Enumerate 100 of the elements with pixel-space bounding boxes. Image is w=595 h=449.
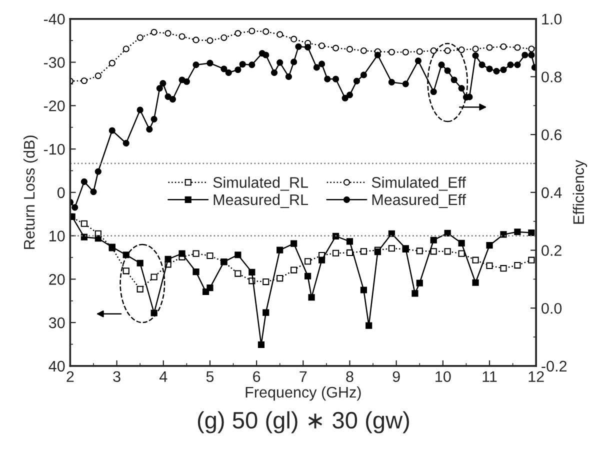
point bbox=[416, 48, 423, 55]
x-tick-label: 8 bbox=[346, 371, 354, 382]
point bbox=[478, 62, 486, 68]
point bbox=[122, 46, 130, 52]
point bbox=[248, 28, 256, 34]
legend-label: Measured_Eff bbox=[372, 194, 466, 208]
point bbox=[472, 256, 479, 264]
point bbox=[262, 52, 270, 58]
point bbox=[500, 43, 507, 50]
y2-tick-label: 0.0 bbox=[542, 302, 562, 314]
y-tick-label: 10 bbox=[50, 230, 65, 242]
point bbox=[416, 248, 423, 254]
point bbox=[486, 242, 493, 249]
point bbox=[136, 106, 144, 114]
point bbox=[353, 78, 360, 84]
point bbox=[318, 256, 326, 264]
point bbox=[360, 248, 368, 255]
y-tick-label: -40 bbox=[44, 14, 65, 25]
point bbox=[276, 246, 284, 254]
point bbox=[108, 60, 116, 66]
point bbox=[531, 64, 536, 71]
point bbox=[522, 52, 528, 58]
point bbox=[346, 46, 354, 53]
y-tick-label: 20 bbox=[49, 274, 65, 285]
point bbox=[276, 59, 284, 66]
point bbox=[94, 72, 102, 80]
point bbox=[374, 52, 381, 58]
point bbox=[122, 140, 130, 147]
point bbox=[234, 66, 242, 74]
x-tick-label: 10 bbox=[436, 371, 451, 382]
point bbox=[528, 52, 535, 58]
point bbox=[150, 116, 158, 123]
y-tick-label: -10 bbox=[44, 144, 65, 155]
point bbox=[270, 69, 278, 76]
point bbox=[262, 309, 270, 316]
y-tick-label: 40 bbox=[48, 360, 65, 372]
point bbox=[156, 84, 163, 92]
point bbox=[458, 84, 465, 92]
y-tick-label: 30 bbox=[48, 317, 65, 328]
point bbox=[514, 262, 521, 269]
point bbox=[388, 245, 395, 252]
point bbox=[94, 168, 102, 175]
point bbox=[472, 46, 479, 52]
point bbox=[136, 34, 144, 41]
point bbox=[108, 127, 116, 134]
point bbox=[342, 94, 348, 102]
point bbox=[332, 76, 340, 82]
point bbox=[206, 252, 214, 260]
point bbox=[486, 44, 493, 51]
x-axis-title: Frequency (GHz) bbox=[246, 386, 361, 401]
point bbox=[80, 220, 88, 227]
point bbox=[192, 36, 200, 44]
point bbox=[486, 262, 493, 270]
point bbox=[234, 30, 242, 37]
point bbox=[402, 48, 409, 56]
point bbox=[346, 92, 354, 98]
y2-tick-label: -0.2 bbox=[542, 360, 567, 372]
point bbox=[414, 58, 422, 64]
point bbox=[178, 250, 186, 257]
point bbox=[234, 270, 242, 277]
point bbox=[304, 272, 312, 280]
y-tick-label: -20 bbox=[44, 100, 65, 112]
point bbox=[220, 34, 228, 41]
point bbox=[360, 286, 368, 294]
point bbox=[318, 60, 326, 68]
point bbox=[234, 252, 242, 258]
point bbox=[239, 60, 246, 68]
point bbox=[332, 44, 340, 52]
point bbox=[192, 62, 200, 68]
point bbox=[220, 66, 228, 72]
point bbox=[458, 250, 465, 257]
point bbox=[295, 43, 302, 50]
legend-label: Simulated_RL bbox=[213, 176, 308, 191]
point bbox=[146, 126, 153, 133]
point bbox=[346, 238, 354, 245]
point bbox=[430, 47, 437, 54]
x-tick-label: 2 bbox=[66, 371, 74, 382]
point bbox=[528, 46, 535, 52]
point bbox=[262, 28, 270, 35]
point bbox=[486, 66, 493, 72]
point bbox=[458, 46, 465, 54]
point bbox=[122, 268, 130, 274]
x-tick-label: 9 bbox=[392, 371, 400, 382]
point bbox=[248, 62, 256, 68]
point bbox=[444, 230, 451, 236]
point bbox=[150, 310, 158, 316]
point bbox=[206, 37, 214, 44]
point bbox=[444, 47, 451, 54]
point bbox=[80, 77, 88, 84]
point bbox=[430, 248, 437, 255]
point bbox=[450, 76, 458, 84]
legend-label: Simulated_Eff bbox=[372, 176, 466, 191]
y-tick-label: 0 bbox=[57, 187, 65, 198]
point bbox=[412, 290, 418, 297]
point bbox=[192, 268, 200, 276]
point bbox=[388, 78, 395, 86]
point bbox=[438, 62, 445, 68]
point bbox=[458, 240, 465, 246]
point bbox=[258, 341, 265, 348]
y2-tick-label: 0.2 bbox=[542, 245, 562, 256]
